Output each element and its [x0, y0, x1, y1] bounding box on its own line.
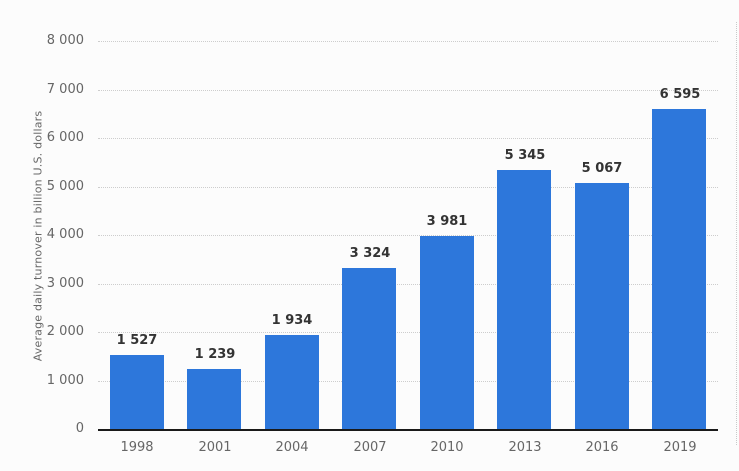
bar-2013[interactable]	[497, 170, 551, 429]
bar-value-label: 5 067	[581, 161, 623, 176]
y-axis-tick-label: 1 000	[46, 372, 84, 388]
bar-2001[interactable]	[187, 369, 241, 429]
y-axis-tick-label: 0	[75, 421, 84, 436]
y-axis-tick-label: 7 000	[46, 81, 84, 97]
bar-value-label: 1 934	[271, 313, 313, 328]
x-axis-label: 2001	[198, 440, 232, 455]
x-axis-label: 2004	[275, 440, 309, 455]
y-axis-tick-label: 6 000	[46, 130, 84, 145]
bar-1998[interactable]	[110, 355, 164, 429]
bar-2004[interactable]	[265, 335, 319, 429]
plot-right-border	[736, 22, 737, 445]
gridline	[98, 41, 718, 42]
gridline	[98, 283, 718, 285]
x-axis-label: 2019	[663, 440, 697, 455]
y-axis-tick-label: 8 000	[46, 33, 84, 48]
x-axis-label: 2013	[508, 440, 542, 455]
bar-value-label: 6 595	[659, 87, 701, 102]
bar-2007[interactable]	[342, 268, 396, 429]
gridline	[98, 186, 718, 188]
bar-2019[interactable]	[652, 109, 706, 429]
gridline	[98, 138, 718, 139]
y-axis-tick-label: 4 000	[46, 227, 84, 242]
bar-value-label: 3 324	[349, 246, 391, 261]
gridline	[98, 235, 718, 236]
bar-2010[interactable]	[420, 236, 474, 429]
bar-value-label: 1 239	[194, 347, 236, 362]
y-axis-tick-label: 2 000	[46, 324, 84, 339]
y-axis-tick-label: 3 000	[46, 275, 84, 291]
x-axis-label: 2007	[353, 440, 387, 455]
x-axis-label: 1998	[120, 440, 154, 455]
bar-value-label: 3 981	[426, 214, 468, 229]
bar-value-label: 1 527	[116, 333, 158, 348]
y-axis-tick-label: 5 000	[46, 178, 84, 194]
gridline	[98, 89, 718, 91]
gridline	[98, 380, 718, 382]
bar-2016[interactable]	[575, 183, 629, 429]
gridline	[98, 332, 718, 333]
bar-value-label: 5 345	[504, 148, 546, 163]
x-axis-label: 2016	[585, 440, 619, 455]
x-axis-label: 2010	[430, 440, 464, 455]
x-axis-line	[98, 429, 718, 431]
